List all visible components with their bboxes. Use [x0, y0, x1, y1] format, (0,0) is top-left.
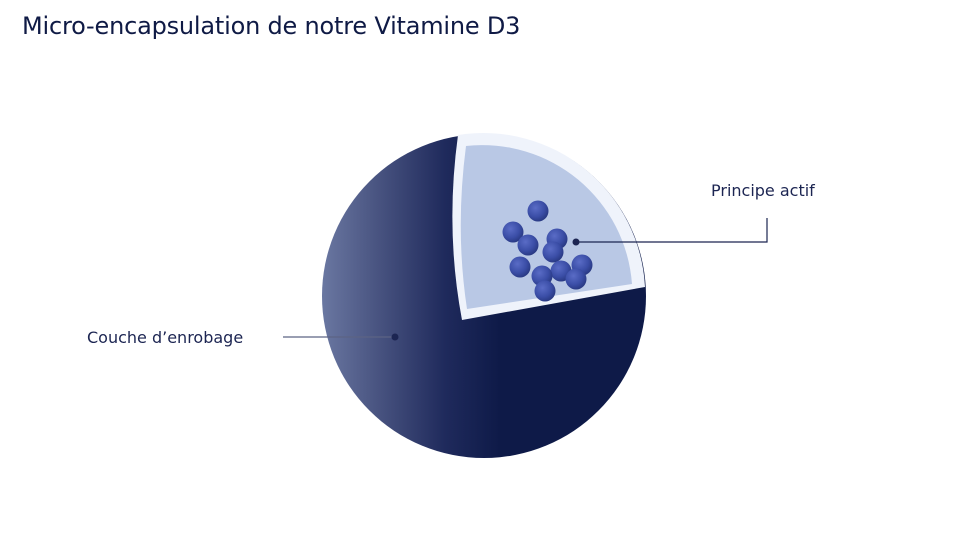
particle: [542, 241, 564, 263]
label-shell: Couche d’enrobage: [87, 328, 243, 347]
leader-dot-core: [572, 238, 580, 246]
particle: [527, 200, 549, 222]
leader-line-core: [576, 218, 768, 243]
particle: [565, 268, 587, 290]
particle: [509, 256, 531, 278]
label-core: Principe actif: [711, 181, 815, 200]
particle: [517, 234, 539, 256]
callout-core: Principe actif: [572, 181, 815, 246]
page-title: Micro-encapsulation de notre Vitamine D3: [22, 12, 521, 40]
active-particles: [502, 200, 593, 302]
particle: [534, 280, 556, 302]
particle: [502, 221, 524, 243]
leader-dot-shell: [391, 333, 399, 341]
callout-shell: Couche d’enrobage: [87, 328, 399, 347]
